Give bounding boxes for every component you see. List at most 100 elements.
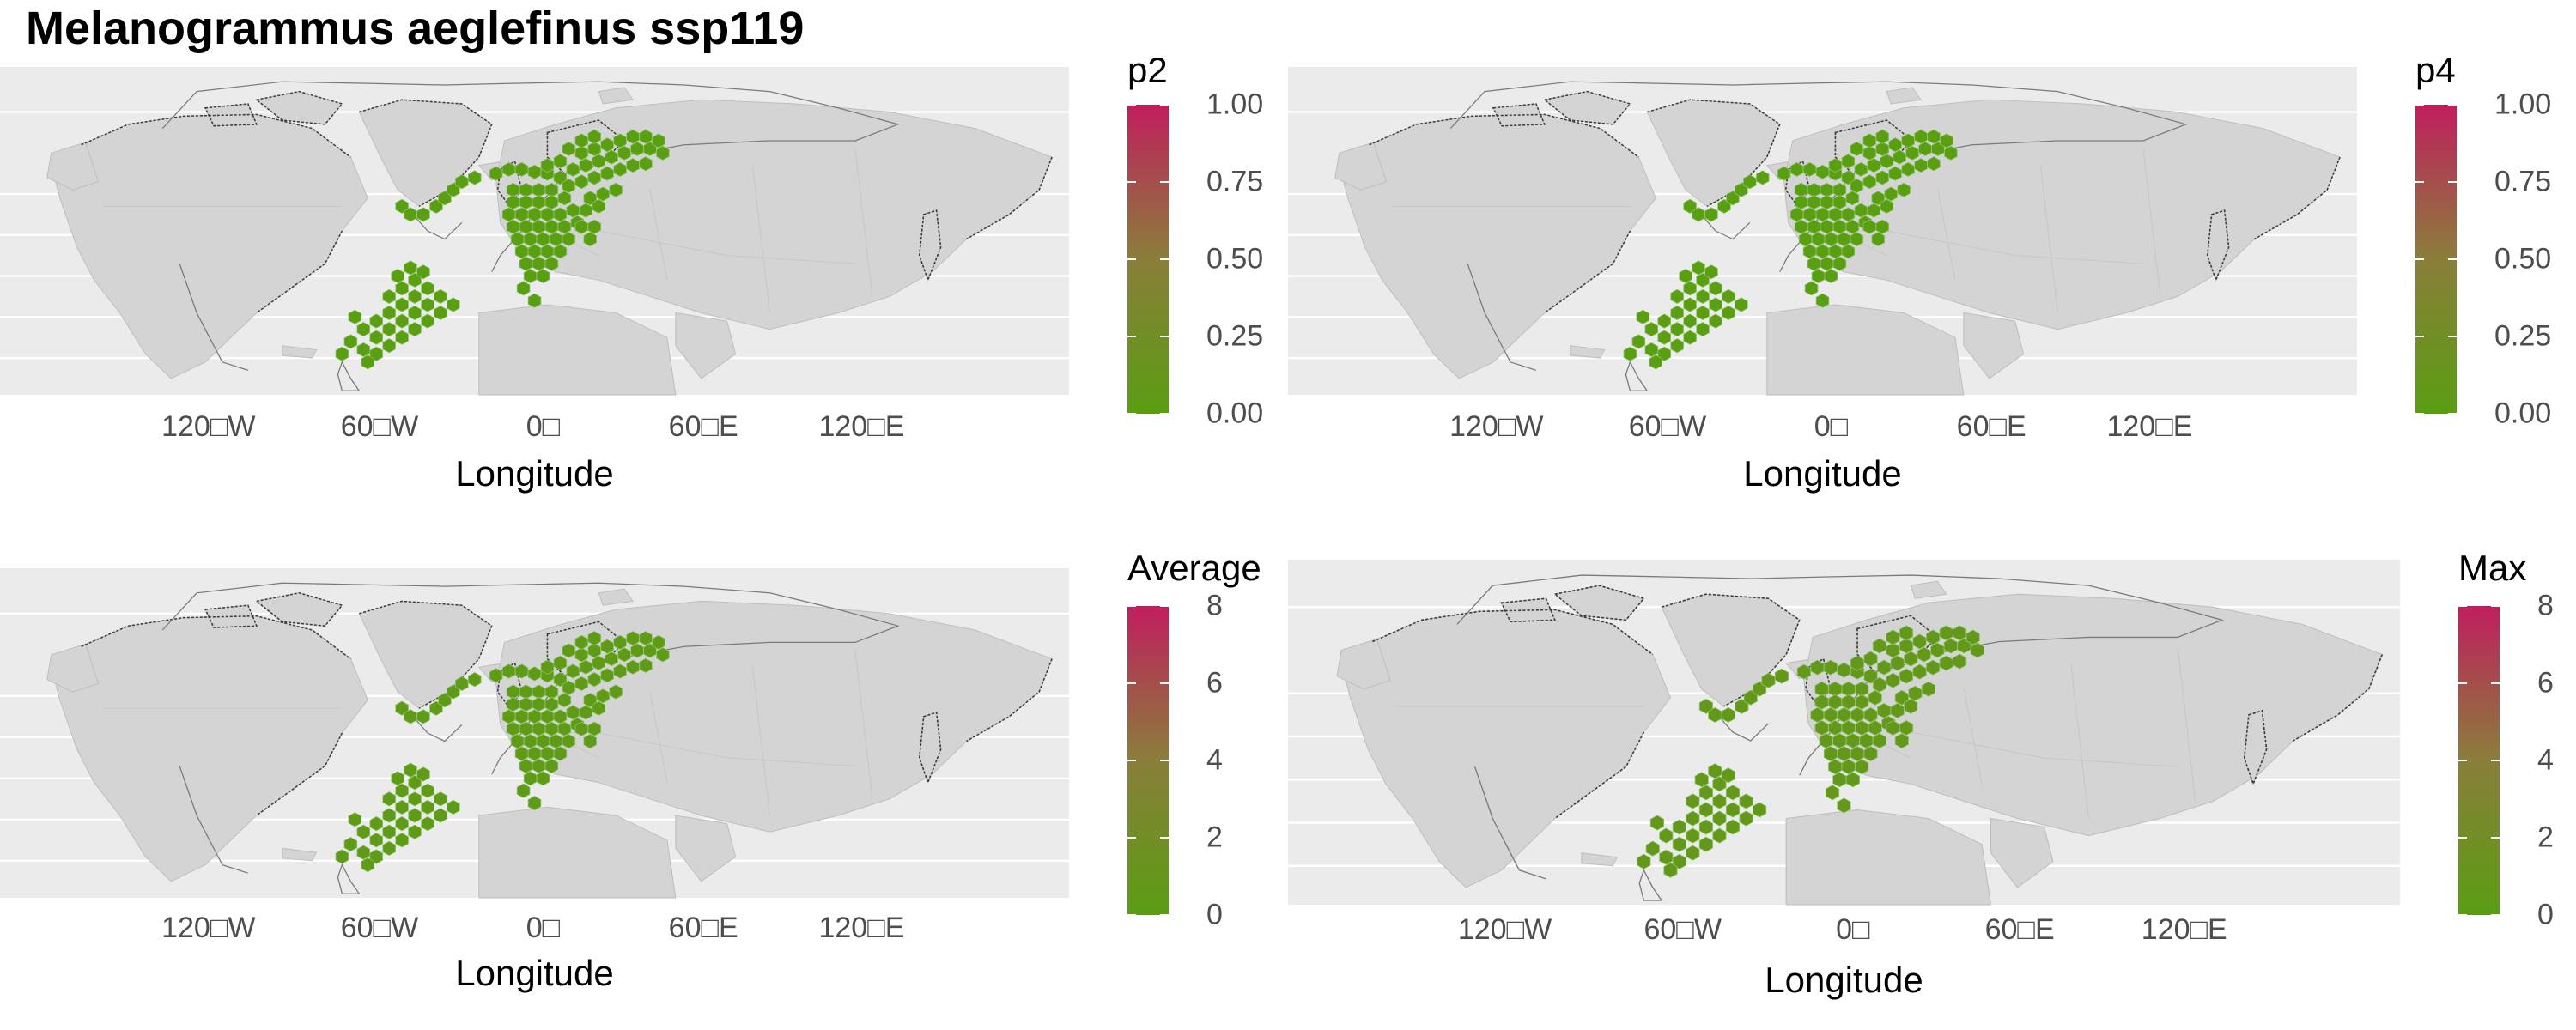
species-cell (335, 849, 349, 864)
land-shape (1570, 345, 1606, 359)
species-cell (532, 758, 546, 774)
species-cell (519, 256, 533, 271)
species-cell (1875, 129, 1889, 144)
map-plot-p2 (0, 67, 1069, 396)
coastline (255, 90, 343, 125)
species-cell (506, 182, 520, 197)
species-cell (1872, 676, 1887, 693)
map-plot-max (1288, 560, 2400, 906)
species-cell (1672, 836, 1686, 852)
species-cell (1645, 840, 1660, 857)
species-cell (421, 297, 434, 312)
species-cell (579, 705, 593, 720)
species-cell (1686, 845, 1700, 861)
species-cell (626, 158, 640, 173)
species-cell (1899, 638, 1914, 654)
species-cell (404, 260, 417, 276)
species-cell (1877, 659, 1892, 676)
species-cell (416, 709, 430, 724)
species-cell (434, 305, 447, 321)
species-cell (1663, 862, 1678, 878)
species-cell (600, 166, 614, 181)
species-cell (1845, 191, 1860, 206)
x-tick-label: 60□E (668, 410, 738, 443)
species-cell (1841, 207, 1856, 222)
species-cell (523, 733, 538, 749)
species-cell (395, 198, 409, 214)
map-panel-max (1288, 560, 2400, 906)
land-shape (1336, 638, 1391, 690)
legend-title: p2 (1127, 50, 1168, 90)
species-cell (1657, 346, 1672, 361)
species-cell (356, 824, 371, 839)
coastline (1834, 119, 1914, 174)
species-cell (1789, 161, 1804, 177)
legend-tickmark (2458, 837, 2467, 839)
legend-tickmark (2491, 682, 2500, 684)
species-cell (1872, 733, 1887, 749)
species-cell (369, 313, 384, 329)
species-cell (1965, 629, 1980, 645)
species-cell (1850, 746, 1865, 762)
legend-tickmark (1127, 837, 1136, 839)
legend-tickmark (2458, 682, 2467, 684)
land-shape (1886, 87, 1922, 105)
coastline (1856, 615, 1939, 673)
x-tick-label: 60□E (1984, 913, 2055, 946)
species-cell (574, 634, 589, 651)
species-cell (395, 833, 409, 848)
legend-tickmark (2415, 413, 2424, 415)
legend-tickmark (1160, 258, 1169, 260)
legend-tickmark (1160, 837, 1169, 839)
species-cell (1686, 827, 1700, 844)
species-cell (1908, 685, 1923, 701)
species-cell (1820, 182, 1834, 197)
legend-tick-label: 0.50 (2494, 242, 2552, 276)
legend-tick-label: 1.00 (1206, 88, 1264, 121)
species-cell (1692, 207, 1705, 222)
species-cell (1904, 651, 1918, 667)
species-cell (1943, 638, 1958, 654)
species-cell (652, 634, 665, 651)
species-cell (395, 700, 409, 716)
legend-tickmark (1127, 181, 1136, 183)
legend-tick-label: 8 (2537, 589, 2554, 622)
species-cell (1905, 145, 1919, 161)
species-cell (1721, 706, 1735, 723)
legend-tickmark (2448, 181, 2457, 183)
coastline (1500, 597, 1557, 623)
species-cell (369, 346, 384, 361)
species-cell (579, 158, 593, 173)
species-cell (532, 195, 546, 210)
species-cell (1807, 256, 1821, 271)
species-cell (1845, 219, 1860, 234)
legend-tick-label: 0.50 (1206, 242, 1264, 276)
species-cell (1752, 802, 1767, 818)
species-cell (1855, 719, 1869, 736)
legend-tickmark (2458, 605, 2467, 607)
species-cell (361, 857, 375, 873)
species-cell (506, 696, 520, 712)
species-cell (1657, 313, 1672, 329)
species-cell (1743, 174, 1757, 190)
species-cell (1807, 195, 1821, 210)
species-cell (1884, 186, 1898, 202)
species-cell (447, 799, 460, 815)
legend-tickmark (1127, 413, 1136, 415)
species-cell (519, 182, 533, 197)
legend-tickmark (2415, 336, 2424, 337)
legend-tickmark (2448, 336, 2457, 337)
species-cell (1917, 646, 1931, 663)
species-cell (579, 203, 593, 218)
x-tick-label: 60□W (340, 912, 419, 944)
species-cell (1698, 802, 1714, 818)
species-cell (1704, 207, 1718, 222)
species-cell (434, 808, 447, 823)
coastline (1492, 103, 1546, 127)
species-cell (1810, 659, 1825, 676)
species-cell (514, 709, 529, 724)
species-cell (587, 129, 601, 144)
species-cell (1683, 198, 1697, 214)
species-cell (1828, 158, 1843, 173)
species-cell (540, 207, 555, 222)
